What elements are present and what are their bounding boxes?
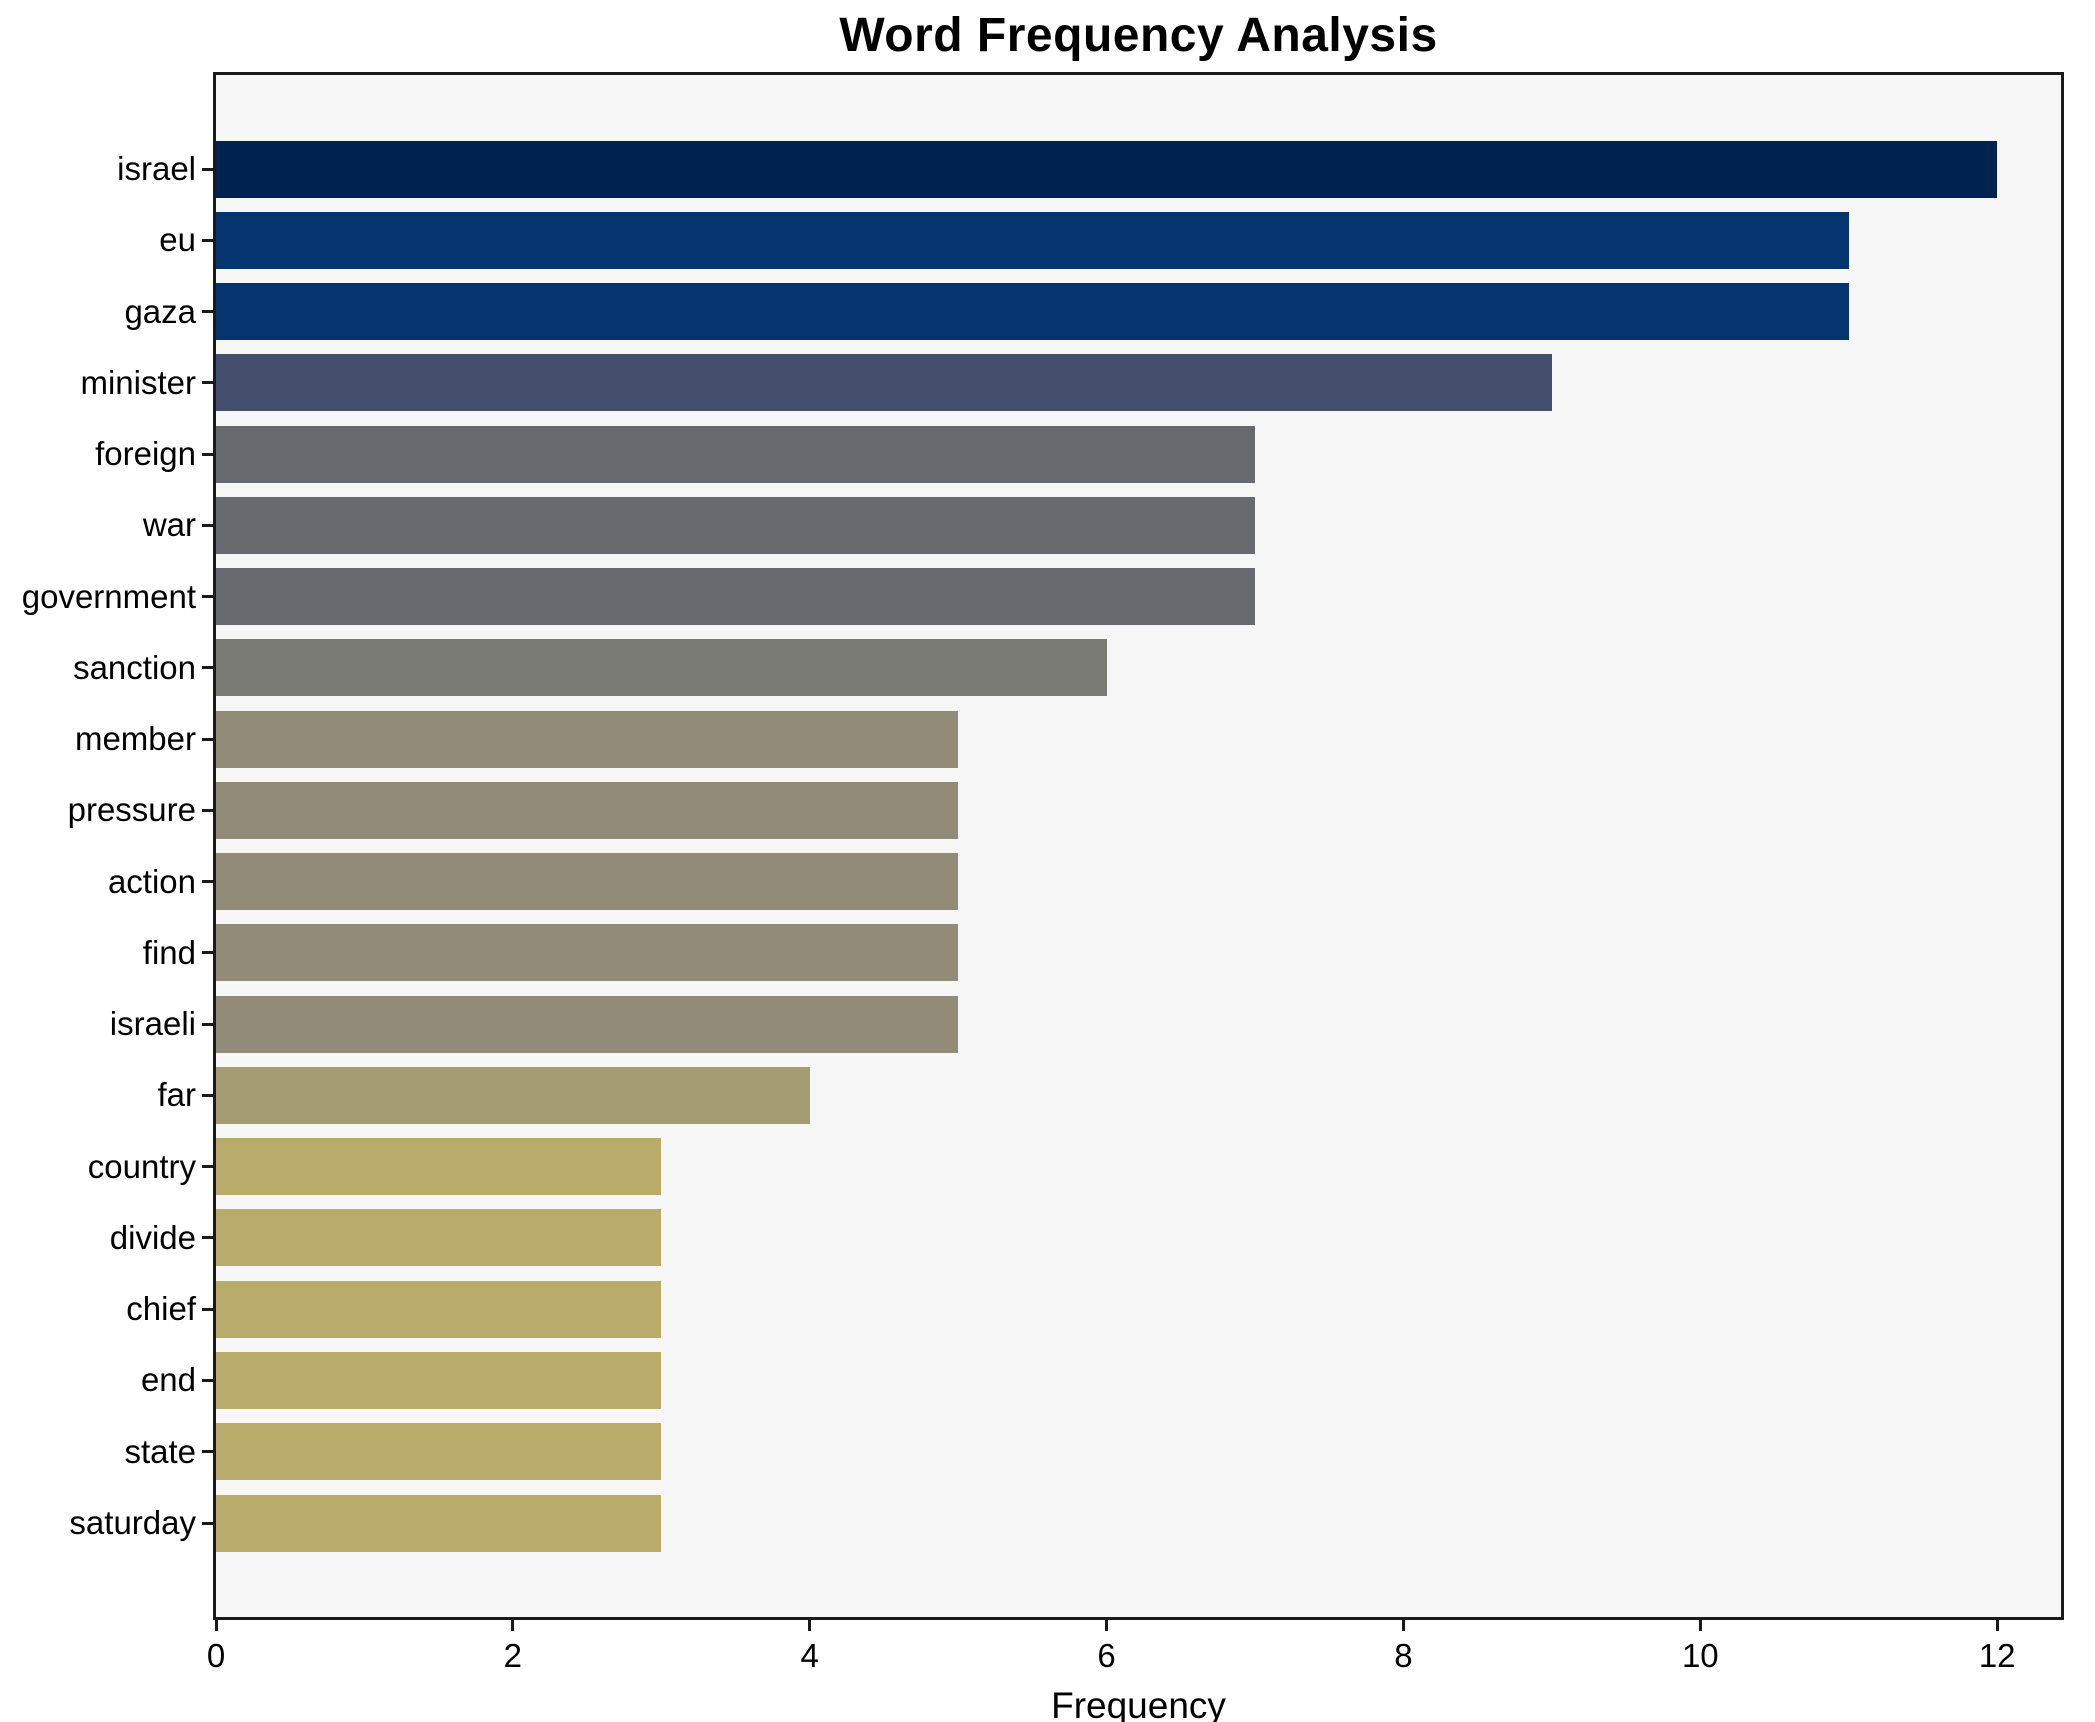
- y-tick-label-minister: minister: [80, 363, 196, 401]
- y-tick-label-gaza: gaza: [124, 292, 196, 330]
- bar-pressure: [216, 781, 959, 839]
- x-tick-mark-6: [1105, 1620, 1109, 1631]
- x-tick-mark-2: [511, 1620, 515, 1631]
- bar-action: [216, 853, 959, 911]
- x-tick-mark-8: [1401, 1620, 1405, 1631]
- bar-state: [216, 1423, 662, 1481]
- x-tick-mark-10: [1698, 1620, 1702, 1631]
- y-tick-mark-end: [202, 1378, 213, 1382]
- y-tick-mark-gaza: [202, 310, 213, 314]
- y-tick-mark-sanction: [202, 666, 213, 670]
- y-tick-label-country: country: [87, 1147, 196, 1185]
- y-tick-label-action: action: [107, 862, 196, 900]
- y-tick-mark-minister: [202, 381, 213, 385]
- y-tick-label-state: state: [124, 1432, 196, 1470]
- bar-foreign: [216, 425, 1256, 483]
- bar-country: [216, 1138, 662, 1196]
- x-tick-label-12: 12: [1978, 1637, 2016, 1674]
- plot-area: Frequency israel eu gaza minister foreign war…: [22, 72, 2064, 1722]
- y-tick-label-find: find: [142, 933, 196, 971]
- y-tick-mark-member: [202, 737, 213, 741]
- x-tick-label-2: 2: [503, 1637, 523, 1674]
- x-tick-mark-12: [1995, 1620, 1999, 1631]
- y-tick-label-member: member: [74, 720, 196, 758]
- y-tick-label-war: war: [142, 506, 196, 544]
- bar-israeli: [216, 995, 959, 1053]
- chart-title: Word Frequency Analysis: [839, 9, 1438, 62]
- bar-eu: [216, 211, 1849, 269]
- y-tick-label-israeli: israeli: [109, 1005, 196, 1043]
- y-tick-label-government: government: [21, 577, 196, 615]
- y-tick-mark-chief: [202, 1307, 213, 1311]
- bar-divide: [216, 1209, 662, 1267]
- y-tick-mark-israeli: [202, 1022, 213, 1026]
- bar-government: [216, 568, 1256, 626]
- y-tick-mark-government: [202, 595, 213, 599]
- y-tick-mark-far: [202, 1093, 213, 1097]
- y-tick-mark-eu: [202, 238, 213, 242]
- bar-sanction: [216, 639, 1107, 697]
- y-tick-mark-find: [202, 951, 213, 955]
- x-tick-label-10: 10: [1681, 1637, 1719, 1674]
- y-tick-label-sanction: sanction: [73, 648, 196, 686]
- x-tick-label-8: 8: [1394, 1637, 1413, 1674]
- y-tick-mark-war: [202, 523, 213, 527]
- bar-israel: [216, 140, 1998, 198]
- y-tick-label-end: end: [140, 1361, 196, 1399]
- y-tick-label-foreign: foreign: [95, 435, 196, 473]
- y-tick-label-saturday: saturday: [69, 1504, 196, 1541]
- y-tick-mark-state: [202, 1450, 213, 1454]
- bar-member: [216, 710, 959, 768]
- x-tick-label-4: 4: [800, 1637, 819, 1674]
- y-tick-label-eu: eu: [159, 221, 196, 259]
- y-tick-mark-pressure: [202, 808, 213, 812]
- y-tick-label-israel: israel: [117, 150, 196, 187]
- y-tick-mark-divide: [202, 1236, 213, 1240]
- bar-gaza: [216, 283, 1849, 341]
- y-tick-mark-action: [202, 880, 213, 884]
- y-tick-label-divide: divide: [109, 1218, 196, 1256]
- x-axis-label: Frequency: [1051, 1685, 1226, 1722]
- x-tick-mark-0: [214, 1620, 218, 1631]
- y-tick-mark-saturday: [202, 1521, 213, 1525]
- bar-war: [216, 496, 1256, 554]
- y-tick-label-chief: chief: [126, 1290, 196, 1328]
- y-tick-mark-foreign: [202, 452, 213, 456]
- bar-end: [216, 1351, 662, 1409]
- bar-far: [216, 1066, 810, 1124]
- x-tick-label-0: 0: [206, 1637, 226, 1674]
- bar-chief: [216, 1280, 662, 1338]
- y-tick-label-pressure: pressure: [67, 791, 196, 829]
- bar-saturday: [216, 1494, 662, 1552]
- y-tick-mark-country: [202, 1165, 213, 1169]
- x-tick-label-6: 6: [1097, 1637, 1116, 1674]
- y-tick-label-far: far: [157, 1076, 196, 1114]
- y-tick-mark-israel: [202, 167, 213, 171]
- bar-find: [216, 924, 959, 982]
- bar-minister: [216, 354, 1552, 412]
- x-tick-mark-4: [808, 1620, 812, 1631]
